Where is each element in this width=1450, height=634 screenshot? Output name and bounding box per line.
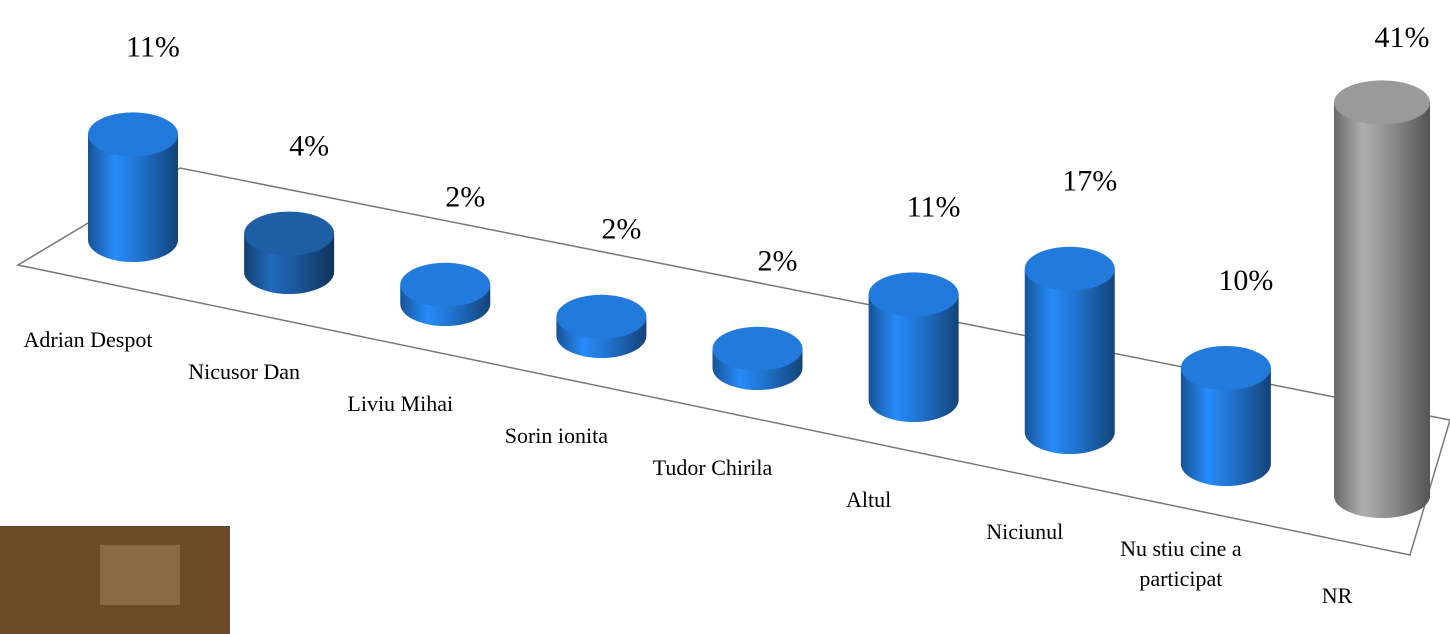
bar-top xyxy=(556,294,647,339)
bar-top xyxy=(868,272,959,317)
category-label: Liviu Mihai xyxy=(347,391,454,416)
category-label: Nicusor Dan xyxy=(188,359,301,384)
value-label: 11% xyxy=(126,30,180,63)
value-label: 11% xyxy=(907,190,961,223)
bar xyxy=(1180,368,1271,487)
value-label: 2% xyxy=(445,181,485,214)
value-label: 2% xyxy=(601,213,641,246)
bar xyxy=(868,294,959,422)
bar xyxy=(1334,102,1430,519)
category-label: Adrian Despot xyxy=(23,327,153,352)
bar xyxy=(1024,268,1115,454)
bar-top xyxy=(88,112,178,157)
bar xyxy=(88,134,178,262)
bar-top xyxy=(244,211,335,256)
category-label: NR xyxy=(1321,583,1353,608)
photo-detail xyxy=(100,545,180,605)
bar-top xyxy=(712,326,803,371)
bar-top xyxy=(1334,80,1430,125)
bar-top xyxy=(1180,346,1271,390)
category-label: Nu stiu cine a participat xyxy=(1120,536,1242,591)
category-label: Altul xyxy=(846,487,892,512)
value-label: 41% xyxy=(1375,21,1430,54)
value-label: 10% xyxy=(1218,264,1273,297)
value-label: 17% xyxy=(1062,165,1117,198)
category-label: Niciunul xyxy=(986,519,1064,544)
category-label: Sorin ionita xyxy=(504,423,609,448)
category-label: Tudor Chirila xyxy=(652,455,773,480)
bar-top xyxy=(400,262,491,307)
value-label: 2% xyxy=(758,245,798,278)
bar-top xyxy=(1024,246,1115,291)
value-label: 4% xyxy=(289,129,329,162)
